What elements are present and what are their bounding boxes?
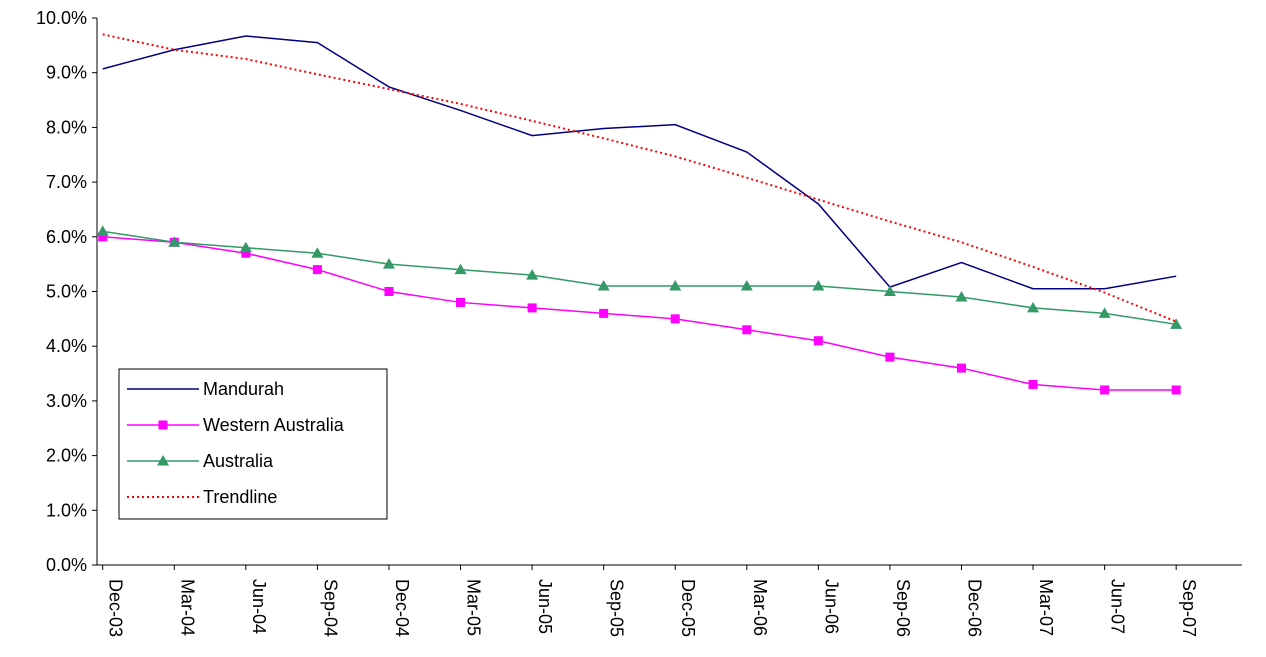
x-tick-label: Dec-05 <box>678 579 698 637</box>
legend-marker <box>158 420 168 430</box>
legend: Mandurah Western Australia Australia Trendl… <box>118 368 388 520</box>
series-line <box>102 236 1177 391</box>
data-point <box>885 352 895 362</box>
legend-box <box>118 368 388 520</box>
y-tick-label: 0.0% <box>46 555 87 575</box>
data-point <box>526 269 539 280</box>
y-tick-label: 4.0% <box>46 336 87 356</box>
data-point <box>1170 318 1183 329</box>
data-point <box>670 314 680 324</box>
data-point <box>1027 301 1040 313</box>
data-point <box>955 290 968 302</box>
x-tick-label: Sep-06 <box>893 579 913 637</box>
x-tick-label: Dec-03 <box>106 579 126 637</box>
y-tick-label: 1.0% <box>46 500 87 520</box>
y-tick-label: 10.0% <box>36 8 87 28</box>
data-point <box>669 280 682 291</box>
data-point <box>312 265 322 275</box>
x-tick-label: Mar-06 <box>750 579 770 636</box>
series-0 <box>102 35 1177 290</box>
y-tick-label: 9.0% <box>46 63 87 83</box>
data-point <box>1171 385 1181 395</box>
series-3 <box>102 33 1177 323</box>
y-tick-label: 7.0% <box>46 172 87 192</box>
series-line <box>102 33 1177 323</box>
data-point <box>382 258 395 269</box>
x-tick-label: Jun-05 <box>535 579 555 634</box>
x-tick-label: Sep-05 <box>607 579 627 637</box>
data-point <box>883 285 896 296</box>
x-tick-label: Dec-04 <box>392 579 412 637</box>
series-line <box>102 230 1177 326</box>
y-tick-label: 5.0% <box>46 282 87 302</box>
series-layer <box>96 33 1183 395</box>
x-tick-label: Mar-05 <box>464 579 484 636</box>
data-point <box>740 280 753 291</box>
data-point <box>597 280 610 291</box>
legend-label: Western Australia <box>203 415 345 435</box>
data-point <box>98 232 108 242</box>
y-tick-label: 3.0% <box>46 391 87 411</box>
x-tick-label: Sep-04 <box>320 579 340 637</box>
data-point <box>241 248 251 258</box>
data-point <box>96 225 109 236</box>
x-tick-label: Jun-07 <box>1108 579 1128 634</box>
data-point <box>456 297 466 307</box>
axes: 0.0% 1.0% 2.0% 3.0% 4.0% 5.0% 6.0% 7.0% 8.0% 9.0%… <box>36 8 1242 637</box>
legend-item: Trendline <box>127 487 277 507</box>
series-2 <box>96 225 1183 329</box>
x-tick-label: Jun-04 <box>249 579 269 634</box>
data-point <box>956 363 966 373</box>
x-tick-label: Dec-06 <box>964 579 984 637</box>
data-point <box>1028 379 1038 389</box>
data-point <box>384 287 394 296</box>
data-point <box>1100 385 1110 395</box>
legend-label: Trendline <box>203 487 277 507</box>
x-tick-label: Jun-06 <box>821 579 841 634</box>
legend-label: Australia <box>203 451 274 471</box>
legend-item: Mandurah <box>127 379 284 399</box>
data-point <box>239 241 252 253</box>
y-tick-label: 8.0% <box>46 117 87 137</box>
legend-marker <box>157 455 169 466</box>
data-point <box>812 280 825 291</box>
legend-item: Australia <box>127 451 274 471</box>
data-point <box>454 263 467 275</box>
x-tick-label: Mar-07 <box>1036 579 1056 636</box>
y-tick-label: 2.0% <box>46 446 87 466</box>
legend-label: Mandurah <box>203 379 284 399</box>
data-point <box>742 325 752 335</box>
data-point <box>168 236 181 247</box>
legend-item: Western Australia <box>127 415 345 435</box>
data-point <box>599 308 609 318</box>
data-point <box>527 303 537 313</box>
data-point <box>813 336 823 346</box>
data-point <box>311 247 324 258</box>
data-point <box>1098 307 1111 318</box>
y-tick-label: 6.0% <box>46 227 87 247</box>
x-tick-label: Mar-04 <box>177 579 197 636</box>
x-tick-label: Sep-07 <box>1179 579 1199 637</box>
series-line <box>102 35 1177 290</box>
